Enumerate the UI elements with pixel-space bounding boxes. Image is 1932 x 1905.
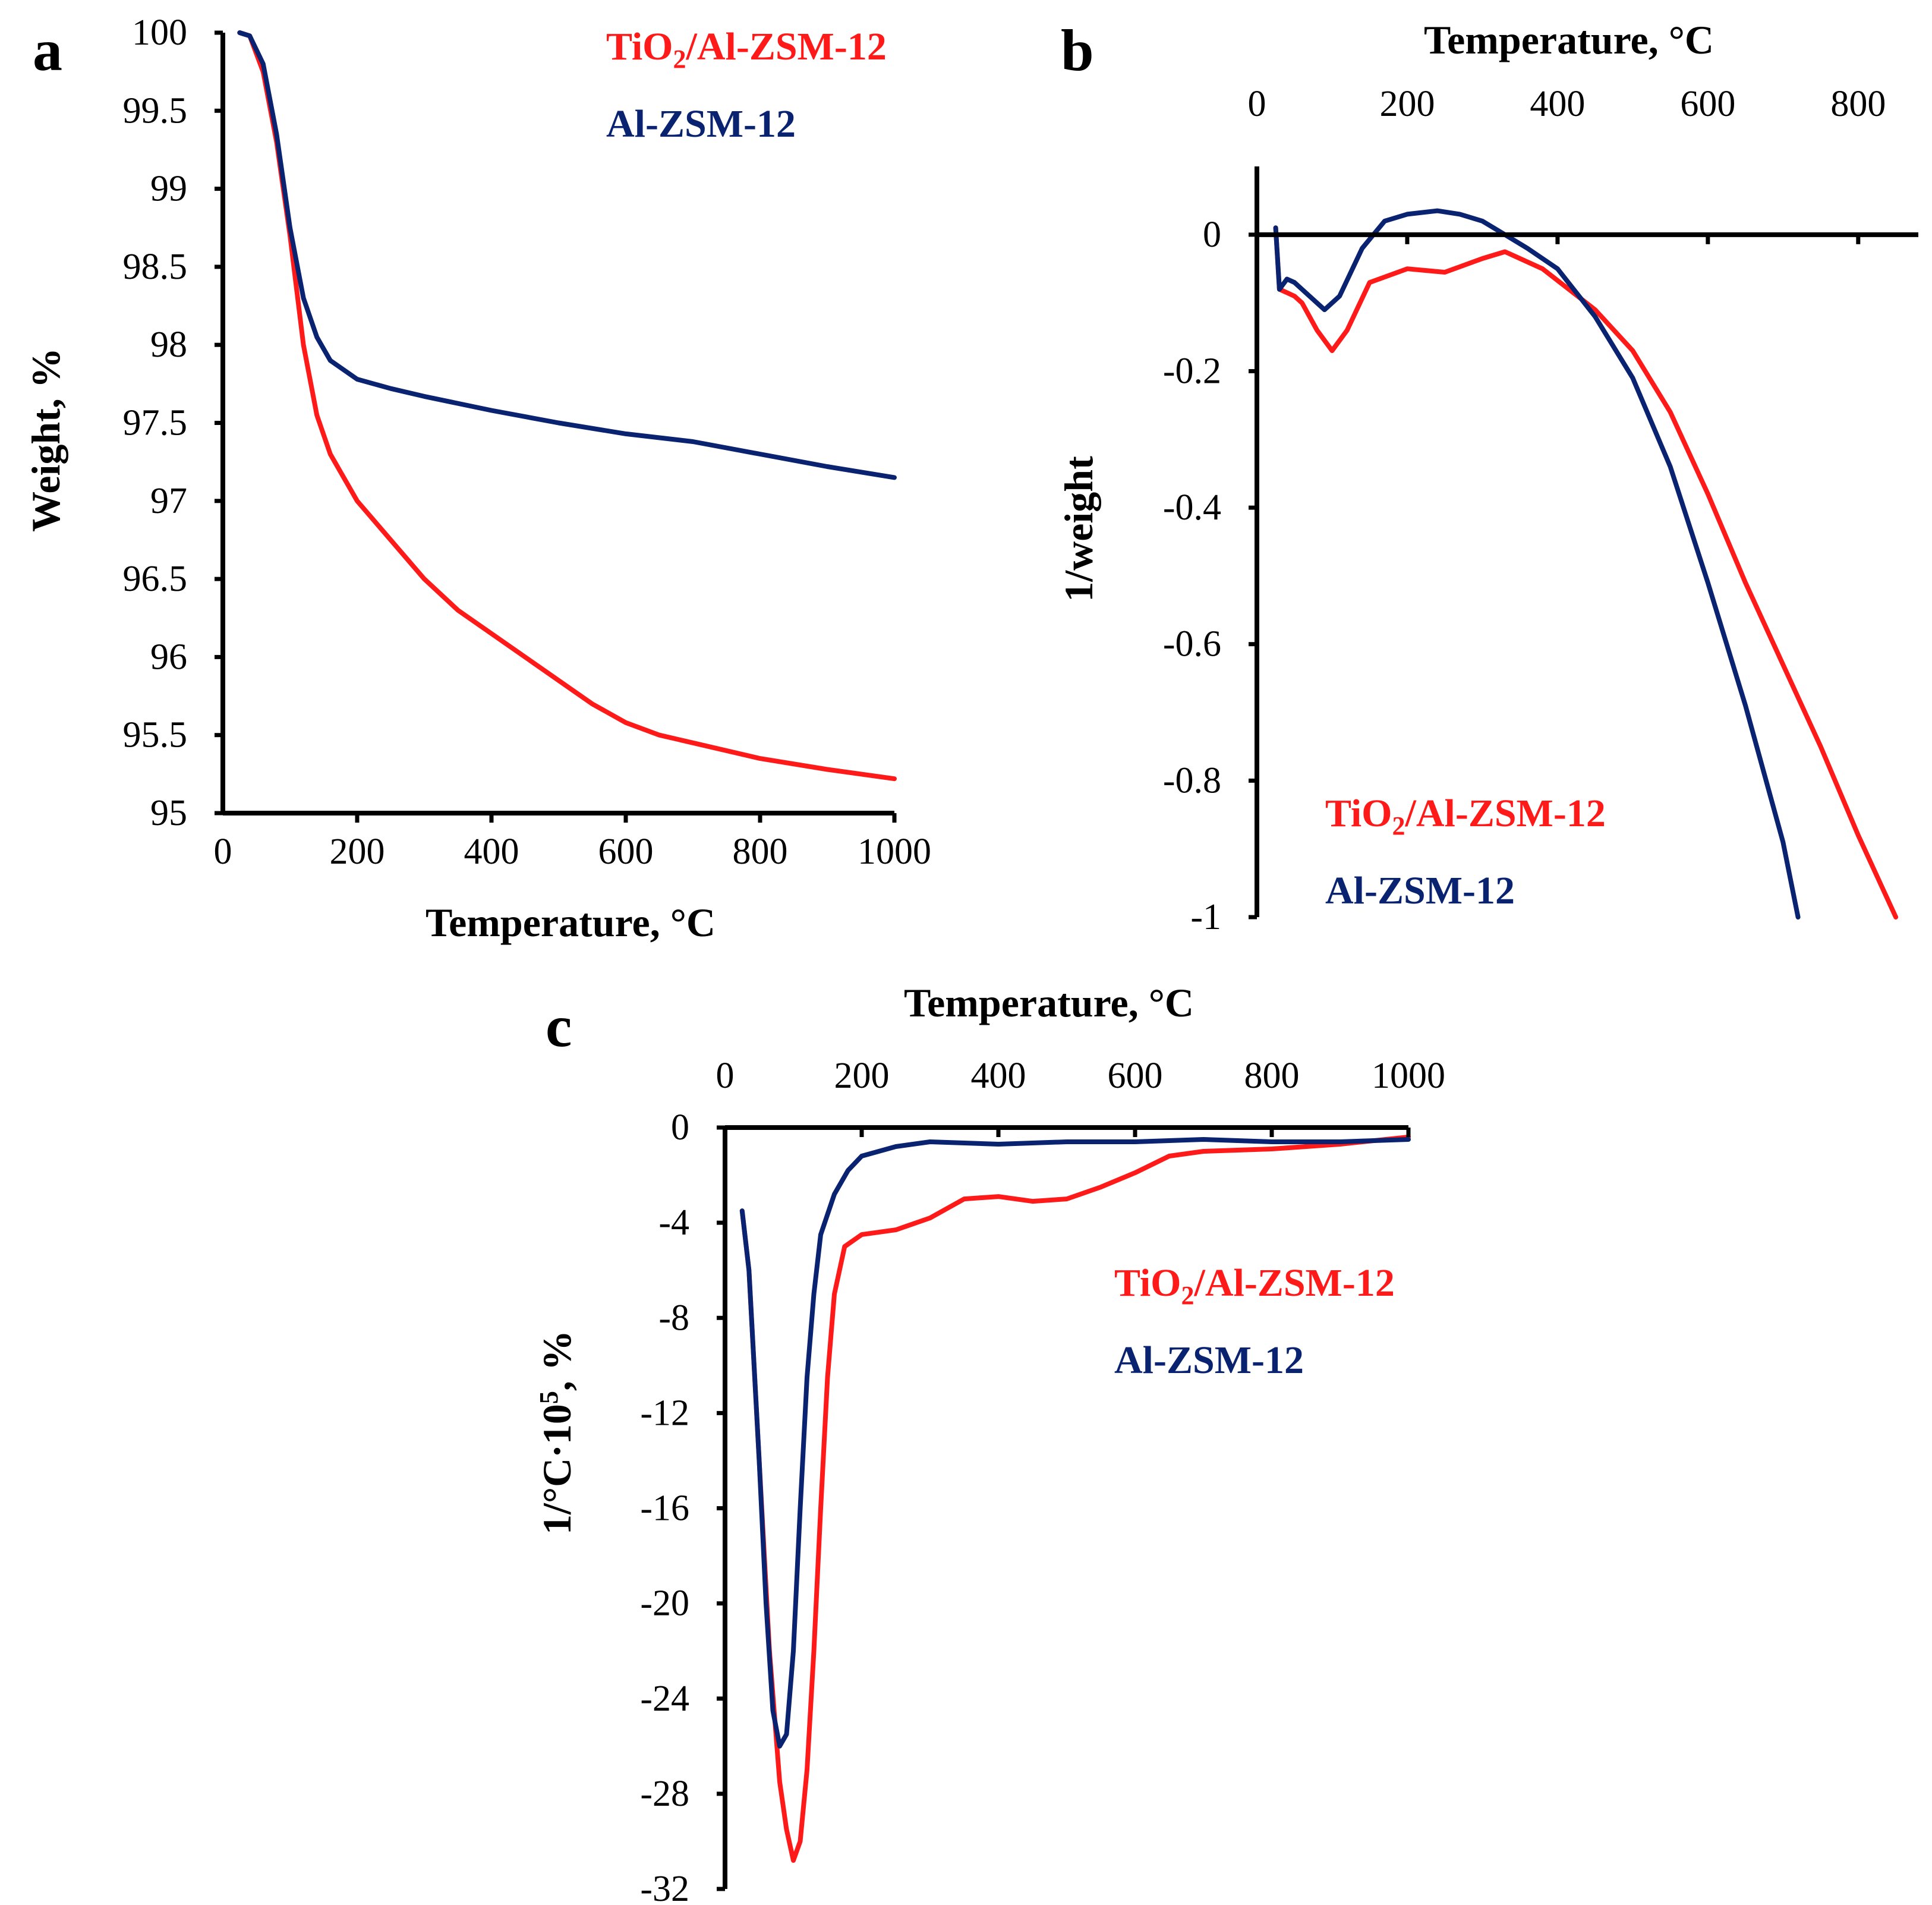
panel-c-y-ticklabel: -28 [640,1774,689,1814]
panel-a: a 0 200 400 600 800 1000 95 95.5 96 96.5 97 97.5 98… [23,12,931,945]
panel-b-ylabel: 1/weight [1056,456,1101,602]
panel-a-legend-tio2-main: TiO [606,25,673,68]
panel-c-y-ticklabel: -12 [640,1393,689,1433]
panel-b-legend-tio2: TiO2/Al-ZSM-12 [1325,792,1606,840]
panel-c-y-ticklabel: -8 [658,1298,689,1338]
panel-c-x-ticklabel: 0 [716,1056,735,1096]
panel-b-legend-alzsm: Al-ZSM-12 [1325,869,1515,912]
panel-c-y-ticklabel: -32 [640,1869,689,1905]
panel-c-legend-tio2-sub: 2 [1181,1281,1195,1310]
panel-a-legend: TiO2/Al-ZSM-12 Al-ZSM-12 [606,25,887,146]
panel-a-y-ticklabel: 98.5 [123,247,188,287]
panel-b-legend-tio2-sub: 2 [1392,811,1405,840]
panel-b-x-ticklabel: 200 [1379,84,1435,124]
panel-a-x-ticklabels: 0 200 400 600 800 1000 [214,832,932,872]
panel-a-y-ticklabel: 96 [150,637,187,677]
panel-c-series-al-zsm-12 [742,1139,1408,1746]
panel-a-axes [215,33,894,823]
panel-a-series-tio2-al-zsm-12 [239,33,894,779]
panel-c-ylabel-main: 1/°C·10 [534,1404,579,1535]
panel-c-legend-tio2: TiO2/Al-ZSM-12 [1114,1261,1395,1310]
panel-c-x-ticklabel: 600 [1108,1056,1163,1096]
panel-a-label: a [33,17,62,83]
panel-c-x-ticklabels: 0 200 400 600 800 1000 [716,1056,1446,1096]
panel-c-x-ticklabel: 800 [1244,1056,1300,1096]
panel-b-y-ticklabel: -0.8 [1163,760,1221,801]
panel-a-y-ticklabels: 95 95.5 96 96.5 97 97.5 98 98.5 99 99.5 100 [123,12,188,833]
panel-c-x-ticklabel: 200 [834,1056,890,1096]
panel-b-x-ticklabel: 800 [1830,84,1886,124]
panel-c-x-ticklabel: 1000 [1372,1056,1445,1096]
panel-b-x-ticklabel: 600 [1680,84,1735,124]
panel-c-y-ticklabel: -16 [640,1488,689,1529]
panel-b-y-ticklabel: -0.6 [1163,624,1221,665]
panel-c-y-ticklabel: 0 [671,1107,689,1148]
panel-b-x-ticklabels: 0 200 400 600 800 [1248,84,1886,124]
panel-b-legend-tio2-rest: /Al-ZSM-12 [1405,792,1606,835]
panel-c-series [742,1137,1408,1860]
panel-b-legend-tio2-main: TiO [1325,792,1392,835]
panel-b-y-ticklabel: -1 [1190,897,1221,937]
panel-c-xlabel: Temperature, °C [904,980,1194,1025]
panel-a-series-al-zsm-12 [239,33,894,477]
panel-a-ylabel: Weight, % [23,348,68,532]
panel-a-y-ticklabel: 97 [150,481,187,521]
panel-a-x-ticklabel: 600 [598,832,654,872]
panel-a-x-ticklabel: 200 [330,832,385,872]
panel-a-y-ticklabel: 96.5 [123,559,188,599]
panel-a-legend-tio2-rest: /Al-ZSM-12 [686,25,887,68]
panel-c-series-tio2-al-zsm-12 [742,1137,1408,1860]
panel-a-series [239,33,894,779]
panel-a-legend-tio2: TiO2/Al-ZSM-12 [606,25,887,74]
panel-a-y-ticklabel: 95 [150,793,187,833]
panel-c-legend-alzsm: Al-ZSM-12 [1114,1339,1304,1382]
figure: a 0 200 400 600 800 1000 9595.59696.59797.598… [0,0,1932,1905]
panel-a-y-ticklabel: 98 [150,325,187,365]
panel-b-y-ticklabel: 0 [1203,215,1221,255]
panel-b-xlabel: Temperature, °C [1424,17,1714,62]
panel-c-legend-tio2-rest: /Al-ZSM-12 [1194,1261,1395,1305]
panel-a-y-ticklabel: 99.5 [123,90,188,131]
panel-b-x-ticklabel: 0 [1248,84,1266,124]
panel-a-y-ticklabel: 97.5 [123,403,188,443]
panel-c-y-ticklabels: 0 -4 -8 -12 -16 -20 -24 -28 -32 [640,1107,689,1905]
panel-c-y-ticklabel: -4 [658,1202,689,1243]
panel-c-ylabel-sup: 5 [534,1391,563,1404]
panel-a-xlabel: Temperature, °C [426,900,716,945]
panel-b-legend: TiO2/Al-ZSM-12 Al-ZSM-12 [1325,792,1606,912]
panel-c-ylabel-rest: , % [534,1330,579,1391]
panel-a-y-ticklabel: 100 [132,12,187,53]
panel-b-label: b [1061,17,1094,83]
panel-a-legend-tio2-sub: 2 [673,45,686,74]
panel-a-x-ticklabel: 0 [214,832,232,872]
panel-b-y-ticklabels: 0 -0.2 -0.4 -0.6 -0.8 -1 [1163,215,1221,937]
panel-c-y-ticklabel: -24 [640,1679,689,1719]
panel-c-label: c [546,993,572,1059]
panel-a-legend-alzsm: Al-ZSM-12 [606,102,796,146]
panel-a-y-ticklabel: 99 [150,169,187,209]
panel-a-x-ticklabel: 400 [464,832,519,872]
panel-a-x-ticklabel: 800 [733,832,788,872]
panel-c-ylabel: 1/°C·105, % [534,1330,579,1535]
panel-c: c Temperature, °C 0 200 400 600 800 1000 0 -4 -… [534,980,1445,1905]
panel-b-y-ticklabel: -0.4 [1163,487,1221,528]
panel-a-x-ticklabel: 1000 [858,832,931,872]
panel-a-y-ticklabel: 95.5 [123,715,188,755]
panel-b-y-ticklabel: -0.2 [1163,351,1221,391]
panel-b: b Temperature, °C 0 200 400 600 800 0 -0.2 -0.… [1056,17,1918,937]
panel-c-x-ticklabel: 400 [971,1056,1026,1096]
panel-b-x-ticklabel: 400 [1530,84,1585,124]
panel-c-legend: TiO2/Al-ZSM-12 Al-ZSM-12 [1114,1261,1395,1382]
panel-c-legend-tio2-main: TiO [1114,1261,1181,1305]
panel-c-y-ticklabel: -20 [640,1583,689,1624]
